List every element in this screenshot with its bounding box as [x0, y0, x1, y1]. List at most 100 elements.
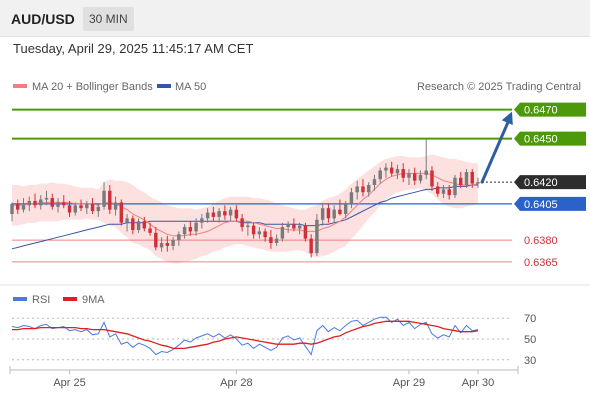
candle-body — [205, 212, 210, 219]
candle-body — [476, 182, 480, 184]
candle-body — [10, 203, 14, 214]
rsi-legend-swatch — [13, 297, 27, 301]
rsi-panel: 70 50 30 — [11, 313, 536, 367]
candle — [407, 169, 411, 185]
candle — [441, 185, 446, 199]
candle — [102, 182, 106, 210]
candle — [401, 163, 405, 183]
candle — [56, 198, 60, 213]
rsi-tick-label: 70 — [524, 313, 536, 325]
candle — [361, 179, 365, 197]
candle — [436, 182, 440, 197]
candle-body — [384, 167, 388, 171]
candle — [349, 187, 354, 209]
candle-body — [326, 208, 331, 219]
candle-body — [44, 198, 49, 200]
candle — [33, 193, 37, 209]
candle-body — [430, 170, 434, 187]
candle — [297, 222, 302, 235]
candle — [119, 199, 124, 226]
candle-body — [96, 206, 101, 212]
ma50-legend-label: MA 50 — [175, 81, 206, 93]
candle — [303, 222, 308, 242]
candle-body — [320, 208, 325, 220]
candle-body — [154, 232, 158, 248]
ma20-legend-swatch — [13, 84, 27, 88]
candle-body — [27, 200, 31, 206]
candle — [366, 182, 371, 197]
candle-body — [372, 179, 377, 185]
candle — [50, 193, 54, 210]
candle — [171, 237, 175, 251]
candle — [286, 221, 290, 233]
candle-body — [142, 221, 147, 229]
ma50-legend-swatch — [157, 84, 171, 88]
candle — [62, 195, 66, 209]
price-tag-0.6380: 0.6380 — [524, 235, 558, 247]
price-tag-label: 0.6420 — [524, 177, 558, 189]
candle — [246, 221, 250, 236]
candle-body — [424, 170, 428, 175]
candle — [309, 234, 313, 258]
candle — [85, 200, 89, 214]
candle — [27, 196, 31, 212]
candle-body — [418, 174, 423, 181]
timeframe-button[interactable]: 30 MIN — [83, 7, 134, 31]
candle-body — [401, 169, 405, 178]
candle — [389, 161, 394, 177]
ma20-line — [12, 172, 479, 237]
candle — [16, 199, 20, 214]
candle — [326, 203, 331, 223]
candle — [447, 185, 451, 200]
rsi-line — [11, 316, 479, 356]
price-tag-0.6365: 0.6365 — [524, 257, 558, 269]
candle — [384, 163, 388, 178]
rsi-legend-label: RSI — [32, 294, 50, 306]
rsi-ma-legend-swatch — [63, 297, 77, 301]
candle — [44, 190, 49, 206]
price-panel: 0.6470 0.6450 0.6420 0.6405 0.6380 0.6365 — [10, 102, 586, 269]
candle-body — [39, 199, 43, 206]
candle — [200, 214, 204, 229]
candle — [343, 200, 348, 219]
candle — [274, 234, 279, 246]
candle-body — [395, 169, 400, 174]
time-axis: Apr 25 Apr 28 Apr 29 Apr 30 — [9, 366, 519, 389]
candle — [418, 170, 423, 184]
candle — [269, 229, 273, 249]
candle-body — [470, 171, 474, 184]
candle-body — [292, 224, 296, 229]
price-tag-0.6450: 0.6450 — [514, 131, 586, 146]
candle — [453, 174, 457, 199]
candle-body — [50, 198, 54, 207]
candle-body — [447, 189, 451, 196]
candle — [470, 169, 474, 188]
candle-body — [148, 228, 152, 233]
candle — [412, 167, 417, 185]
instrument-title: AUD/USD — [11, 11, 75, 27]
price-tag-bg — [514, 131, 586, 146]
candle-body — [338, 209, 342, 214]
price-tag-bg — [514, 196, 586, 211]
header-bar: AUD/USD 30 MIN — [0, 0, 590, 37]
candle-body — [194, 222, 198, 232]
candle-body — [464, 171, 469, 185]
candle-body — [343, 203, 348, 214]
candle-body — [119, 202, 124, 223]
price-tag-bg — [514, 102, 586, 117]
candle-body — [389, 167, 394, 174]
candle — [205, 208, 210, 223]
candle-body — [240, 218, 244, 228]
price-tag-label: 0.6470 — [524, 105, 558, 117]
time-tick-label: Apr 25 — [53, 377, 85, 389]
candle-body — [211, 212, 216, 217]
candle — [211, 206, 216, 222]
candle-body — [33, 200, 37, 206]
projection-arrow — [480, 116, 512, 184]
candle-body — [171, 240, 175, 246]
candle — [73, 202, 78, 216]
price-tag-label: 0.6380 — [524, 235, 558, 247]
rsi-legend: RSI 9MA — [13, 294, 105, 306]
